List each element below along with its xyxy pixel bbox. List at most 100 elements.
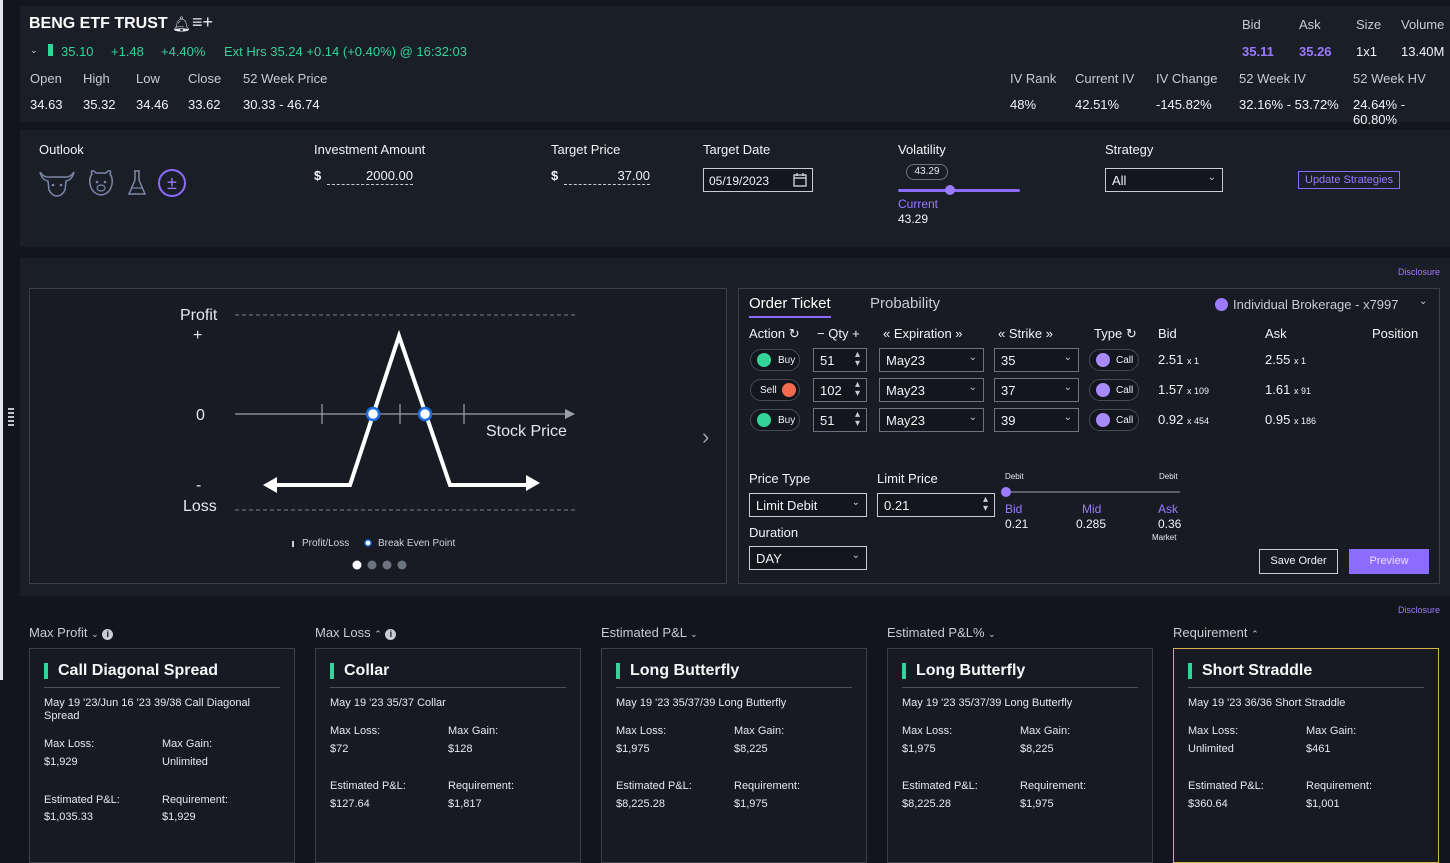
- expiration-select[interactable]: May23 ⌄: [879, 408, 984, 432]
- minus-icon[interactable]: −: [817, 326, 825, 341]
- limit-price-label: Limit Price: [877, 471, 938, 486]
- strike-select[interactable]: 39 ⌄: [994, 408, 1079, 432]
- max-loss-value: $1,975: [616, 743, 650, 755]
- calendar-icon[interactable]: [793, 172, 807, 187]
- payoff-chart: [235, 314, 575, 570]
- qty-stepper[interactable]: 51 ▴ ▾: [813, 408, 867, 432]
- 52wk-hv-value: 24.64% - 60.80%: [1353, 97, 1406, 127]
- strategy-card[interactable]: Call Diagonal Spread May 19 '23/Jun 16 '…: [29, 648, 295, 863]
- bid-value: 35.11: [1242, 44, 1274, 59]
- estimated-pl-value: $8,225.28: [902, 798, 951, 810]
- slider-bid-value: 0.21: [1005, 517, 1029, 531]
- analysis-panel: Disclosure Profit + 0 - Loss Stoc: [20, 258, 1450, 596]
- bid-label: Bid: [1242, 17, 1261, 32]
- price-slider-track[interactable]: [1005, 491, 1180, 493]
- prev-strike-icon[interactable]: «: [998, 326, 1006, 341]
- 52wk-iv-label: 52 Week IV: [1239, 71, 1306, 86]
- next-strike-icon[interactable]: »: [1045, 326, 1053, 341]
- target-price-input[interactable]: 37.00: [564, 168, 650, 185]
- chevron-up-icon: ⌃: [374, 629, 382, 639]
- leg-row: Buy 51 ▴ ▾ May23 ⌄ 35 ⌄ Call 2.51 x 1 2.55 x…: [739, 348, 1439, 372]
- volatility-flask-icon[interactable]: [126, 168, 148, 198]
- expiration-select[interactable]: May23 ⌄: [879, 348, 984, 372]
- sort-estimated-pl[interactable]: Estimated P&L ⌄: [601, 625, 698, 640]
- strategy-title: Short Straddle: [1188, 663, 1312, 679]
- refresh-icon[interactable]: ↻: [1125, 326, 1137, 341]
- leg-row: Sell 102 ▴ ▾ May23 ⌄ 37 ⌄ Call 1.57 x 109 1.…: [739, 378, 1439, 402]
- preview-button[interactable]: Preview: [1349, 549, 1429, 574]
- duration-select[interactable]: DAY ⌄: [749, 546, 867, 570]
- tab-probability[interactable]: Probability: [870, 295, 941, 312]
- profit-plus: +: [193, 327, 203, 344]
- action-toggle-sell[interactable]: Sell: [750, 379, 800, 401]
- estimated-pl-label: Estimated P&L:: [616, 780, 692, 792]
- close-label: Close: [188, 71, 222, 86]
- bear-outlook-icon[interactable]: [86, 168, 116, 198]
- disclosure-link[interactable]: Disclosure: [1397, 267, 1440, 277]
- tab-order-ticket[interactable]: Order Ticket: [749, 295, 831, 318]
- max-loss-label: Max Loss:: [616, 725, 667, 737]
- strategy-card[interactable]: Long Butterfly May 19 '23 35/37/39 Long …: [601, 648, 867, 863]
- refresh-icon[interactable]: ↻: [788, 326, 800, 341]
- prev-expiration-icon[interactable]: «: [883, 326, 891, 341]
- strategy-card[interactable]: Long Butterfly May 19 '23 35/37/39 Long …: [887, 648, 1153, 863]
- type-toggle-call[interactable]: Call: [1089, 349, 1139, 371]
- estimated-pl-label: Estimated P&L:: [44, 794, 120, 806]
- volatility-slider-track[interactable]: [898, 189, 1020, 192]
- plus-icon[interactable]: +: [852, 326, 860, 341]
- sort-max-profit[interactable]: Max Profit ⌄ i: [29, 625, 114, 640]
- neutral-outlook-icon[interactable]: ±: [158, 169, 186, 197]
- add-to-watchlist-icon[interactable]: ≡+: [192, 12, 214, 32]
- action-toggle-buy[interactable]: Buy: [750, 409, 800, 431]
- volatility-slider-handle[interactable]: [944, 185, 955, 195]
- requirement-value: $1,929: [162, 811, 196, 823]
- slider-mid-value: 0.285: [1076, 517, 1107, 531]
- sort-max-loss[interactable]: Max Loss ⌃ i: [315, 625, 397, 640]
- strategy-card[interactable]: Collar May 19 '23 35/37 Collar Max Loss:…: [315, 648, 581, 863]
- strategy-description: May 19 '23 35/37/39 Long Butterfly: [616, 697, 787, 709]
- max-loss-value: $1,929: [44, 756, 78, 768]
- alert-bell-icon[interactable]: 🔔︎: [172, 16, 192, 33]
- sort-requirement[interactable]: Requirement ⌃: [1173, 625, 1259, 640]
- qty-stepper[interactable]: 51 ▴ ▾: [813, 348, 867, 372]
- strike-select[interactable]: 35 ⌄: [994, 348, 1079, 372]
- update-strategies-button[interactable]: Update Strategies: [1298, 171, 1401, 189]
- investment-amount-input[interactable]: 2000.00: [327, 168, 413, 185]
- leg-ask: 1.61 x 91: [1265, 382, 1311, 397]
- save-order-button[interactable]: Save Order: [1259, 549, 1338, 574]
- estimated-pl-value: $127.64: [330, 798, 370, 810]
- requirement-value: $1,817: [448, 798, 482, 810]
- type-toggle-call[interactable]: Call: [1089, 409, 1139, 431]
- limit-price-input[interactable]: 0.21 ▴ ▾: [877, 493, 995, 517]
- strategy-description: May 19 '23 35/37 Collar: [330, 697, 446, 709]
- disclosure-link[interactable]: Disclosure: [1397, 605, 1440, 615]
- strategy-card-selected[interactable]: Short Straddle May 19 '23 36/36 Short St…: [1173, 648, 1439, 863]
- strike-select[interactable]: 37 ⌄: [994, 378, 1079, 402]
- legend-break-even: Break Even Point: [378, 538, 456, 549]
- account-chevron-icon[interactable]: ⌄: [1419, 296, 1428, 307]
- strategy-select[interactable]: All ⌄: [1105, 168, 1223, 192]
- next-expiration-icon[interactable]: »: [955, 326, 963, 341]
- max-loss-label: Max Loss:: [902, 725, 953, 737]
- target-date-input[interactable]: 05/19/2023: [703, 168, 813, 192]
- action-toggle-buy[interactable]: Buy: [750, 349, 800, 371]
- type-toggle-call[interactable]: Call: [1089, 379, 1139, 401]
- price-type-select[interactable]: Limit Debit ⌄: [749, 493, 867, 517]
- volatility-bubble: 43.29: [906, 164, 948, 180]
- high-label: High: [83, 71, 110, 86]
- ask-label: Ask: [1299, 17, 1321, 32]
- iv-change-label: IV Change: [1156, 71, 1218, 86]
- sort-estimated-pl-pct[interactable]: Estimated P&L% ⌄: [887, 625, 996, 640]
- price-change-pct: +4.40%: [161, 44, 206, 59]
- qty-stepper[interactable]: 102 ▴ ▾: [813, 378, 867, 402]
- estimated-pl-label: Estimated P&L:: [1188, 780, 1264, 792]
- next-chart-chevron-icon[interactable]: ›: [702, 424, 710, 449]
- leg-bid: 0.92 x 454: [1158, 412, 1209, 427]
- price-slider-handle[interactable]: [1001, 487, 1011, 497]
- drag-handle-icon[interactable]: [8, 408, 14, 426]
- expiration-select[interactable]: May23 ⌄: [879, 378, 984, 402]
- bull-outlook-icon[interactable]: [38, 168, 76, 198]
- collapse-chevron-icon[interactable]: ⌄: [30, 45, 38, 55]
- account-selector[interactable]: Individual Brokerage - x7997: [1233, 297, 1399, 312]
- 52wk-iv-value: 32.16% - 53.72%: [1239, 97, 1339, 112]
